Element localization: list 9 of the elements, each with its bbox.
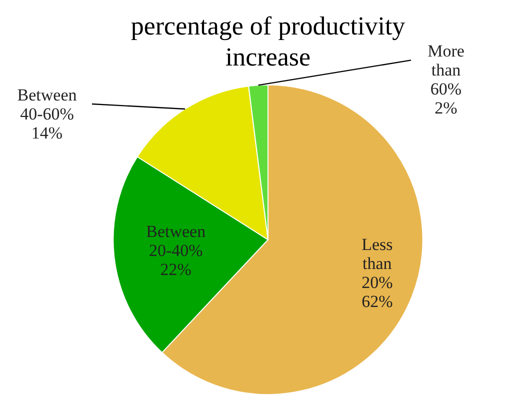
data-label: 62% bbox=[362, 292, 393, 311]
chart-title: percentage of productivity increase bbox=[130, 11, 406, 72]
slice-label: Less than 20% bbox=[362, 234, 393, 292]
data-label: 14% bbox=[31, 123, 63, 142]
slice-label: Between 20-40% bbox=[146, 222, 206, 260]
data-label: 2% bbox=[434, 98, 458, 118]
data-label: 22% bbox=[160, 260, 192, 279]
slice-label: Between 40-60% bbox=[17, 85, 78, 124]
slice-label: More than 60% bbox=[428, 42, 464, 99]
